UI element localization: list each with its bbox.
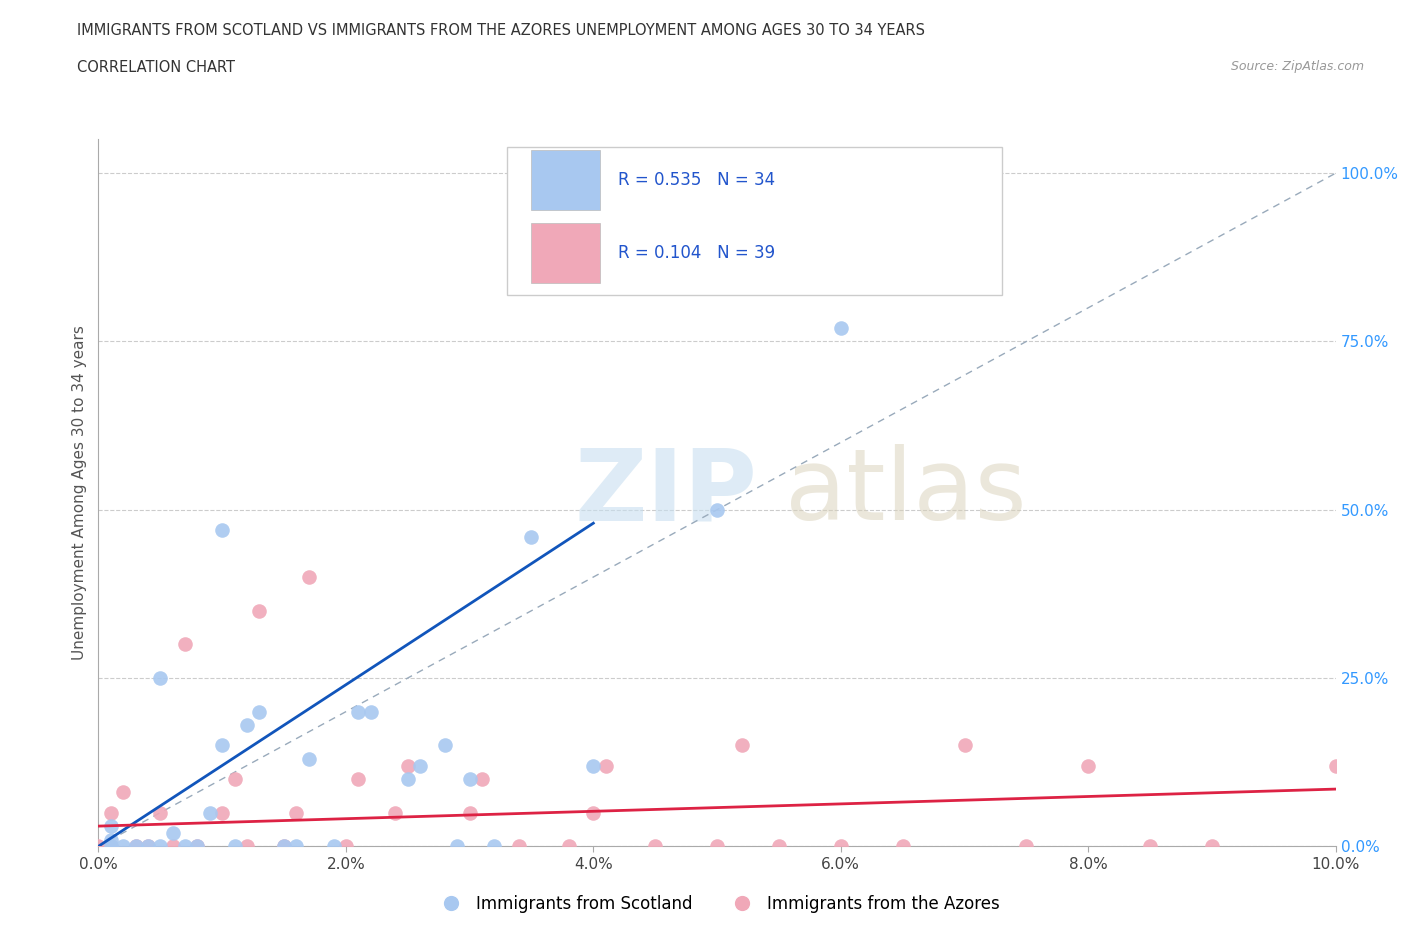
Point xyxy=(582,805,605,820)
Bar xyxy=(506,147,1001,295)
Point xyxy=(236,718,259,733)
Point xyxy=(198,805,221,820)
Bar xyxy=(531,151,599,210)
Point xyxy=(162,826,184,841)
Point xyxy=(384,805,406,820)
Point xyxy=(100,839,122,854)
Point xyxy=(211,737,233,752)
Point xyxy=(471,772,494,787)
Point xyxy=(409,758,432,773)
Point xyxy=(458,805,481,820)
Point xyxy=(236,839,259,854)
Point xyxy=(706,839,728,854)
Point xyxy=(595,758,617,773)
Point xyxy=(458,772,481,787)
Point xyxy=(1201,839,1223,854)
Legend: Immigrants from Scotland, Immigrants from the Azores: Immigrants from Scotland, Immigrants fro… xyxy=(427,888,1007,919)
Point xyxy=(162,839,184,854)
Point xyxy=(1077,758,1099,773)
Point xyxy=(347,704,370,719)
Point xyxy=(953,166,976,180)
Text: R = 0.535   N = 34: R = 0.535 N = 34 xyxy=(619,171,775,190)
Point xyxy=(731,737,754,752)
Bar xyxy=(531,223,599,283)
Point xyxy=(100,832,122,847)
Point xyxy=(520,529,543,544)
Text: atlas: atlas xyxy=(785,445,1026,541)
Point xyxy=(396,772,419,787)
Y-axis label: Unemployment Among Ages 30 to 34 years: Unemployment Among Ages 30 to 34 years xyxy=(72,326,87,660)
Point xyxy=(298,751,321,766)
Point xyxy=(830,839,852,854)
Point xyxy=(768,839,790,854)
Point xyxy=(285,805,308,820)
Point xyxy=(484,839,506,854)
Point xyxy=(136,839,159,854)
Point xyxy=(174,839,197,854)
Point xyxy=(347,772,370,787)
Point xyxy=(112,785,135,800)
Point xyxy=(446,839,468,854)
Point xyxy=(508,839,530,854)
Point xyxy=(112,839,135,854)
Point xyxy=(298,569,321,584)
Text: R = 0.104   N = 39: R = 0.104 N = 39 xyxy=(619,244,775,262)
Point xyxy=(211,523,233,538)
Point xyxy=(186,839,208,854)
Point xyxy=(100,805,122,820)
Point xyxy=(322,839,344,854)
Point xyxy=(644,839,666,854)
Point xyxy=(273,839,295,854)
Point xyxy=(706,502,728,517)
Point xyxy=(136,839,159,854)
Text: CORRELATION CHART: CORRELATION CHART xyxy=(77,60,235,75)
Text: IMMIGRANTS FROM SCOTLAND VS IMMIGRANTS FROM THE AZORES UNEMPLOYMENT AMONG AGES 3: IMMIGRANTS FROM SCOTLAND VS IMMIGRANTS F… xyxy=(77,23,925,38)
Point xyxy=(557,839,579,854)
Point xyxy=(247,704,270,719)
Point xyxy=(582,758,605,773)
Text: Source: ZipAtlas.com: Source: ZipAtlas.com xyxy=(1230,60,1364,73)
Point xyxy=(273,839,295,854)
Point xyxy=(285,839,308,854)
Point xyxy=(396,758,419,773)
Point xyxy=(247,604,270,618)
Point xyxy=(124,839,146,854)
Point xyxy=(433,737,456,752)
Point xyxy=(149,671,172,685)
Point xyxy=(124,839,146,854)
Point xyxy=(211,805,233,820)
Point xyxy=(149,839,172,854)
Text: ZIP: ZIP xyxy=(575,445,758,541)
Point xyxy=(1015,839,1038,854)
Point xyxy=(224,772,246,787)
Point xyxy=(1324,758,1347,773)
Point xyxy=(830,321,852,336)
Point xyxy=(224,839,246,854)
Point xyxy=(100,818,122,833)
Point xyxy=(100,839,122,854)
Point xyxy=(953,737,976,752)
Point xyxy=(186,839,208,854)
Point xyxy=(87,839,110,854)
Point xyxy=(149,805,172,820)
Point xyxy=(335,839,357,854)
Point xyxy=(891,839,914,854)
Point xyxy=(360,704,382,719)
Point xyxy=(1139,839,1161,854)
Point xyxy=(174,637,197,652)
